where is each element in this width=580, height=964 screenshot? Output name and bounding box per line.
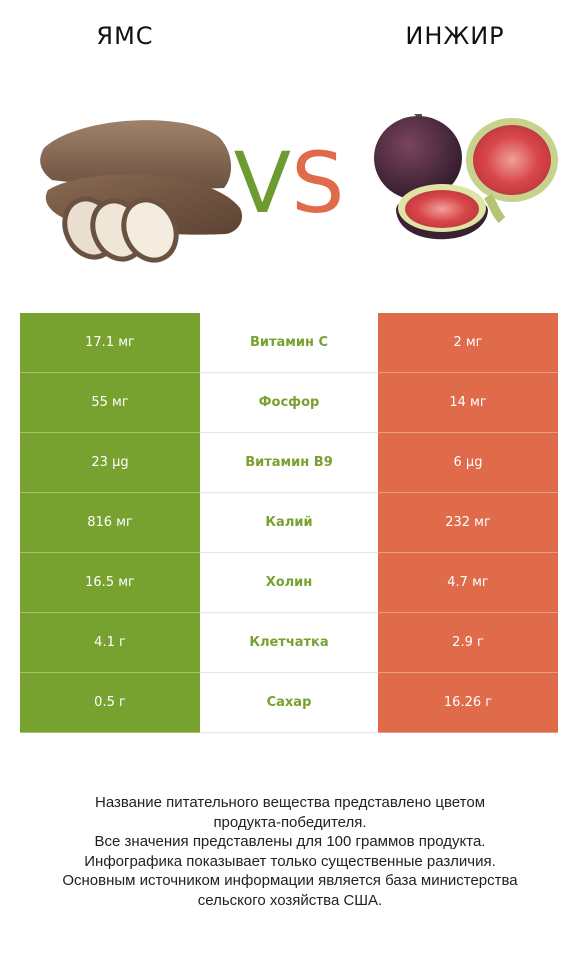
footer-line: сельского хозяйства США. — [197, 891, 383, 909]
left-value: 4.1 г — [20, 613, 200, 673]
left-value: 0.5 г — [20, 673, 200, 733]
right-value: 232 мг — [378, 493, 558, 553]
left-value: 16.5 мг — [20, 553, 200, 613]
nutrient-name: Витамин B9 — [200, 433, 378, 493]
right-value: 2 мг — [378, 313, 558, 373]
footer-line: Все значения представлены для 100 граммо… — [94, 833, 486, 850]
left-food-title: ЯМС — [96, 22, 154, 50]
nutrient-name: Калий — [200, 493, 378, 553]
table-row: 23 µg Витамин B9 6 µg — [20, 433, 558, 493]
footer-line: Название питательного вещества представл… — [94, 794, 486, 811]
yam-image — [40, 120, 243, 263]
nutrient-name: Клетчатка — [200, 613, 378, 673]
left-value: 23 µg — [20, 433, 200, 493]
footer-notes: Название питательного вещества представл… — [20, 793, 560, 910]
vs-s: S — [291, 134, 345, 232]
vs-label: VS — [224, 128, 354, 238]
left-value: 55 мг — [20, 373, 200, 433]
table-row: 17.1 мг Витамин C 2 мг — [20, 313, 558, 373]
vs-v: V — [233, 134, 292, 232]
nutrient-name: Холин — [200, 553, 378, 613]
comparison-table: 17.1 мг Витамин C 2 мг 55 мг Фосфор 14 м… — [20, 313, 558, 733]
fig-image — [374, 114, 558, 240]
right-value: 16.26 г — [378, 673, 558, 733]
right-value: 6 µg — [378, 433, 558, 493]
table-row: 4.1 г Клетчатка 2.9 г — [20, 613, 558, 673]
left-value: 816 мг — [20, 493, 200, 553]
left-value: 17.1 мг — [20, 313, 200, 373]
footer-line: Основным источником информации является … — [62, 872, 518, 889]
right-value: 14 мг — [378, 373, 558, 433]
nutrient-name: Сахар — [200, 673, 378, 733]
nutrient-name: Витамин C — [200, 313, 378, 373]
right-value: 2.9 г — [378, 613, 558, 673]
table-row: 16.5 мг Холин 4.7 мг — [20, 553, 558, 613]
footer-line: Инфографика показывает только существенн… — [84, 852, 496, 870]
right-value: 4.7 мг — [378, 553, 558, 613]
right-food-title: ИНЖИР — [405, 22, 505, 50]
footer-line: продукта-победителя. — [213, 813, 367, 831]
nutrient-name: Фосфор — [200, 373, 378, 433]
table-row: 0.5 г Сахар 16.26 г — [20, 673, 558, 733]
table-row: 55 мг Фосфор 14 мг — [20, 373, 558, 433]
table-row: 816 мг Калий 232 мг — [20, 493, 558, 553]
